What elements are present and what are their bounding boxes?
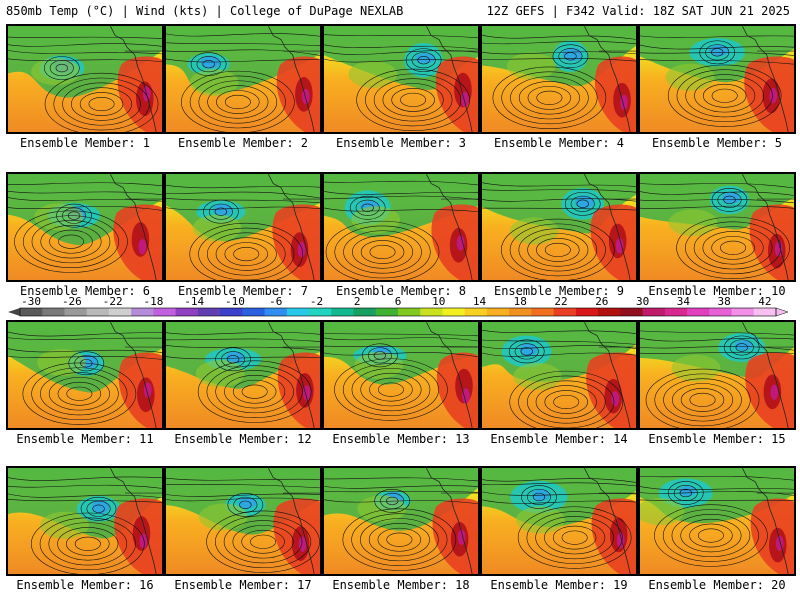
colorbar-swatch: [353, 308, 377, 316]
ensemble-member-label: Ensemble Member: 1: [19, 136, 151, 150]
colorbar-tick-label: 14: [473, 296, 487, 308]
colorbar-swatch: [553, 308, 577, 316]
colorbar-swatch: [664, 308, 688, 316]
ensemble-member-label: Ensemble Member: 11: [16, 432, 154, 446]
ensemble-member-label: Ensemble Member: 10: [648, 284, 786, 298]
ensemble-member-label: Ensemble Member: 14: [490, 432, 628, 446]
ensemble-map-panel: [164, 24, 322, 134]
colorbar-tick-label: 38: [717, 296, 730, 308]
ensemble-member-label: Ensemble Member: 16: [16, 578, 154, 592]
colorbar-swatch: [286, 308, 310, 316]
colorbar-tick-label: -6: [269, 296, 282, 308]
ensemble-map-panel: [480, 24, 638, 134]
colorbar-tick-label: 42: [758, 296, 771, 308]
ensemble-member-label: Ensemble Member: 7: [177, 284, 309, 298]
ensemble-member-label: Ensemble Member: 2: [177, 136, 309, 150]
ensemble-map-panel: [6, 320, 164, 430]
ensemble-member-label: Ensemble Member: 17: [174, 578, 312, 592]
ensemble-member-label: Ensemble Member: 9: [493, 284, 625, 298]
ensemble-member-label: Ensemble Member: 8: [335, 284, 467, 298]
colorbar-swatch: [398, 308, 421, 316]
colorbar-swatch: [442, 308, 466, 316]
ensemble-map-panel: [164, 320, 322, 430]
ensemble-map-panel: [322, 172, 480, 282]
ensemble-member-label: Ensemble Member: 6: [19, 284, 151, 298]
colorbar-swatch: [731, 308, 755, 316]
ensemble-map-panel: [638, 320, 796, 430]
colorbar-swatch: [42, 308, 65, 316]
colorbar-swatch: [687, 308, 710, 316]
colorbar-tick-label: -10: [225, 296, 245, 308]
colorbar-swatch: [220, 308, 243, 316]
colorbar-swatch: [420, 308, 443, 316]
colorbar-swatch: [642, 308, 666, 316]
colorbar-swatch: [753, 308, 777, 316]
ensemble-member-label: Ensemble Member: 3: [335, 136, 467, 150]
colorbar-swatch: [486, 308, 510, 316]
colorbar-tick-label: -30: [21, 296, 41, 308]
colorbar-tick-label: -2: [310, 296, 323, 308]
ensemble-map-panel: [164, 466, 322, 576]
colorbar-swatch: [242, 308, 266, 316]
colorbar-swatch: [464, 308, 488, 316]
ensemble-map-panel: [6, 24, 164, 134]
ensemble-map-panel: [322, 24, 480, 134]
colorbar-tick-label: 34: [677, 296, 691, 308]
colorbar-swatch: [64, 308, 88, 316]
colorbar-swatch: [331, 308, 355, 316]
colorbar-swatch: [20, 308, 43, 316]
ensemble-member-label: Ensemble Member: 12: [174, 432, 312, 446]
colorbar-right-arrow: [775, 307, 789, 317]
ensemble-map-panel: [480, 466, 638, 576]
colorbar-tick-label: 26: [595, 296, 608, 308]
colorbar-tick-label: -14: [184, 296, 204, 308]
colorbar-swatch: [153, 308, 177, 316]
colorbar-swatch: [620, 308, 644, 316]
ensemble-map-panel: [6, 172, 164, 282]
colorbar-swatch: [131, 308, 154, 316]
ensemble-map-panel: [480, 172, 638, 282]
ensemble-map-panel: [638, 24, 796, 134]
colorbar-swatch: [598, 308, 621, 316]
ensemble-member-label: Ensemble Member: 19: [490, 578, 628, 592]
ensemble-map-panel: [6, 466, 164, 576]
ensemble-map-panel: [638, 172, 796, 282]
colorbar-swatch: [309, 308, 332, 316]
map-title: 850mb Temp (°C) | Wind (kts) | College o…: [6, 4, 404, 18]
ensemble-member-label: Ensemble Member: 15: [648, 432, 786, 446]
colorbar-tick-label: -26: [62, 296, 82, 308]
colorbar-swatch: [264, 308, 288, 316]
colorbar-left-arrow: [8, 308, 20, 316]
ensemble-map-panel: [480, 320, 638, 430]
colorbar-swatch: [86, 308, 110, 316]
colorbar-tick-label: 2: [354, 296, 361, 308]
temperature-colorbar: -30 -26 -22 -18 -14 -10 -6 -2 2 6 10 14 18 22 26 30 34 38…: [8, 296, 789, 317]
colorbar-swatch: [575, 308, 599, 316]
colorbar-tick-label: -22: [103, 296, 123, 308]
ensemble-map-panel: [638, 466, 796, 576]
colorbar-swatch: [375, 308, 399, 316]
colorbar-swatch: [108, 308, 132, 316]
colorbar-tick-label: 10: [432, 296, 445, 308]
model-run-info: 12Z GEFS | F342 Valid: 18Z SAT JUN 21 20…: [486, 4, 790, 18]
ensemble-map-panel: [164, 172, 322, 282]
colorbar-tick-label: 6: [395, 296, 402, 308]
ensemble-member-label: Ensemble Member: 5: [651, 136, 783, 150]
colorbar-swatch: [197, 308, 221, 316]
colorbar-swatch: [709, 308, 733, 316]
colorbar-swatch: [531, 308, 555, 316]
colorbar-swatch: [175, 308, 199, 316]
colorbar-tick-label: 22: [554, 296, 567, 308]
ensemble-map-panel: [322, 320, 480, 430]
ensemble-map-panel: [322, 466, 480, 576]
ensemble-member-label: Ensemble Member: 4: [493, 136, 625, 150]
colorbar-tick-label: 18: [514, 296, 527, 308]
ensemble-member-label: Ensemble Member: 20: [648, 578, 786, 592]
ensemble-member-label: Ensemble Member: 13: [332, 432, 470, 446]
colorbar-tick-label: -18: [143, 296, 163, 308]
colorbar-tick-label: 30: [636, 296, 649, 308]
colorbar-swatch: [509, 308, 532, 316]
ensemble-member-label: Ensemble Member: 18: [332, 578, 470, 592]
